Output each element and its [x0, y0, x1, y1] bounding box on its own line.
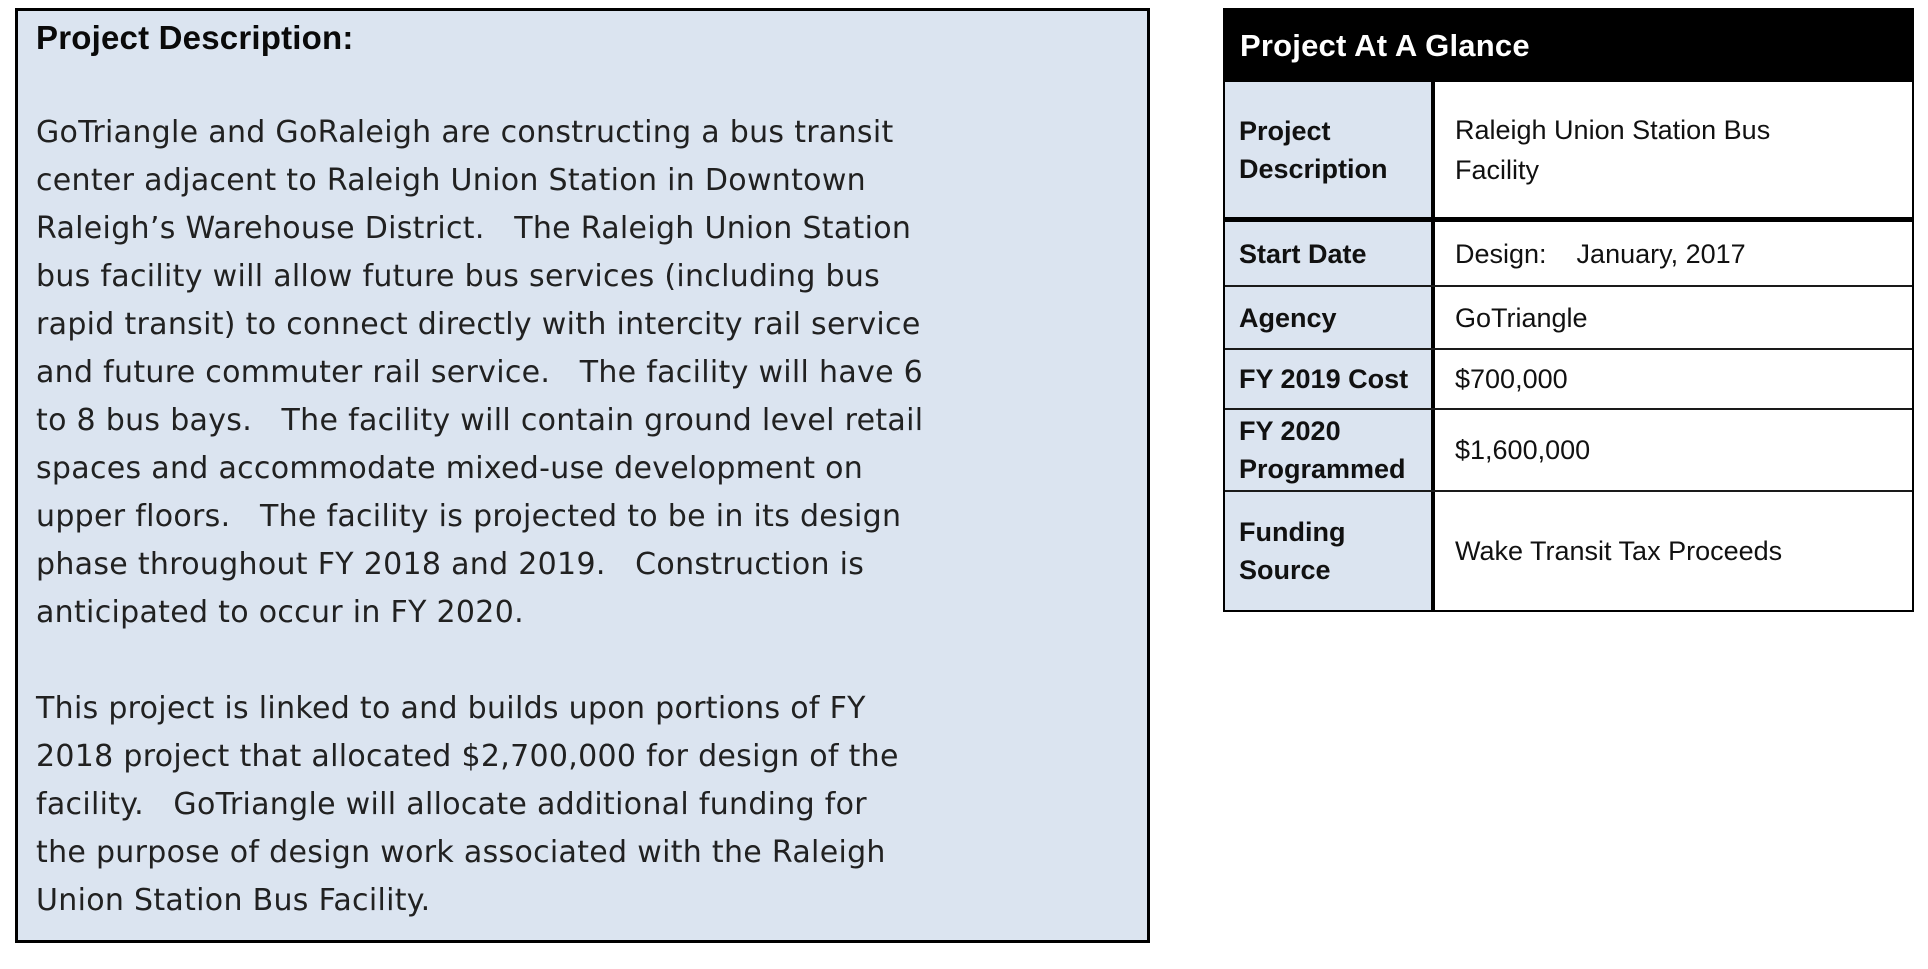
row-value-fy2020-programmed: $1,600,000 — [1435, 410, 1912, 490]
row-label-fy2019-cost: FY 2019 Cost — [1225, 350, 1435, 408]
table-row: FY 2020 Programmed $1,600,000 — [1225, 410, 1912, 492]
row-label-start-date: Start Date — [1225, 222, 1435, 285]
row-value-funding-source: Wake Transit Tax Proceeds — [1435, 492, 1912, 610]
project-description-text: GoTriangle and GoRaleigh are constructin… — [36, 115, 924, 918]
row-value-project-description: Raleigh Union Station Bus Facility — [1435, 82, 1912, 217]
glance-table-header: Project At A Glance — [1225, 10, 1912, 82]
table-row: Project Description Raleigh Union Statio… — [1225, 82, 1912, 222]
row-value-start-date: Design: January, 2017 — [1435, 222, 1912, 285]
row-label-agency: Agency — [1225, 287, 1435, 348]
project-description-box: Project Description: GoTriangle and GoRa… — [15, 8, 1150, 943]
row-label-project-description: Project Description — [1225, 82, 1435, 217]
table-row: FY 2019 Cost $700,000 — [1225, 350, 1912, 410]
row-label-funding-source: Funding Source — [1225, 492, 1435, 610]
row-value-fy2019-cost: $700,000 — [1435, 350, 1912, 408]
project-at-a-glance-table: Project At A Glance Project Description … — [1223, 8, 1914, 612]
table-row: Funding Source Wake Transit Tax Proceeds — [1225, 492, 1912, 610]
project-description-title: Project Description: — [36, 19, 354, 56]
row-value-agency: GoTriangle — [1435, 287, 1912, 348]
table-row: Agency GoTriangle — [1225, 287, 1912, 350]
row-label-fy2020-programmed: FY 2020 Programmed — [1225, 410, 1435, 490]
table-row: Start Date Design: January, 2017 — [1225, 222, 1912, 287]
